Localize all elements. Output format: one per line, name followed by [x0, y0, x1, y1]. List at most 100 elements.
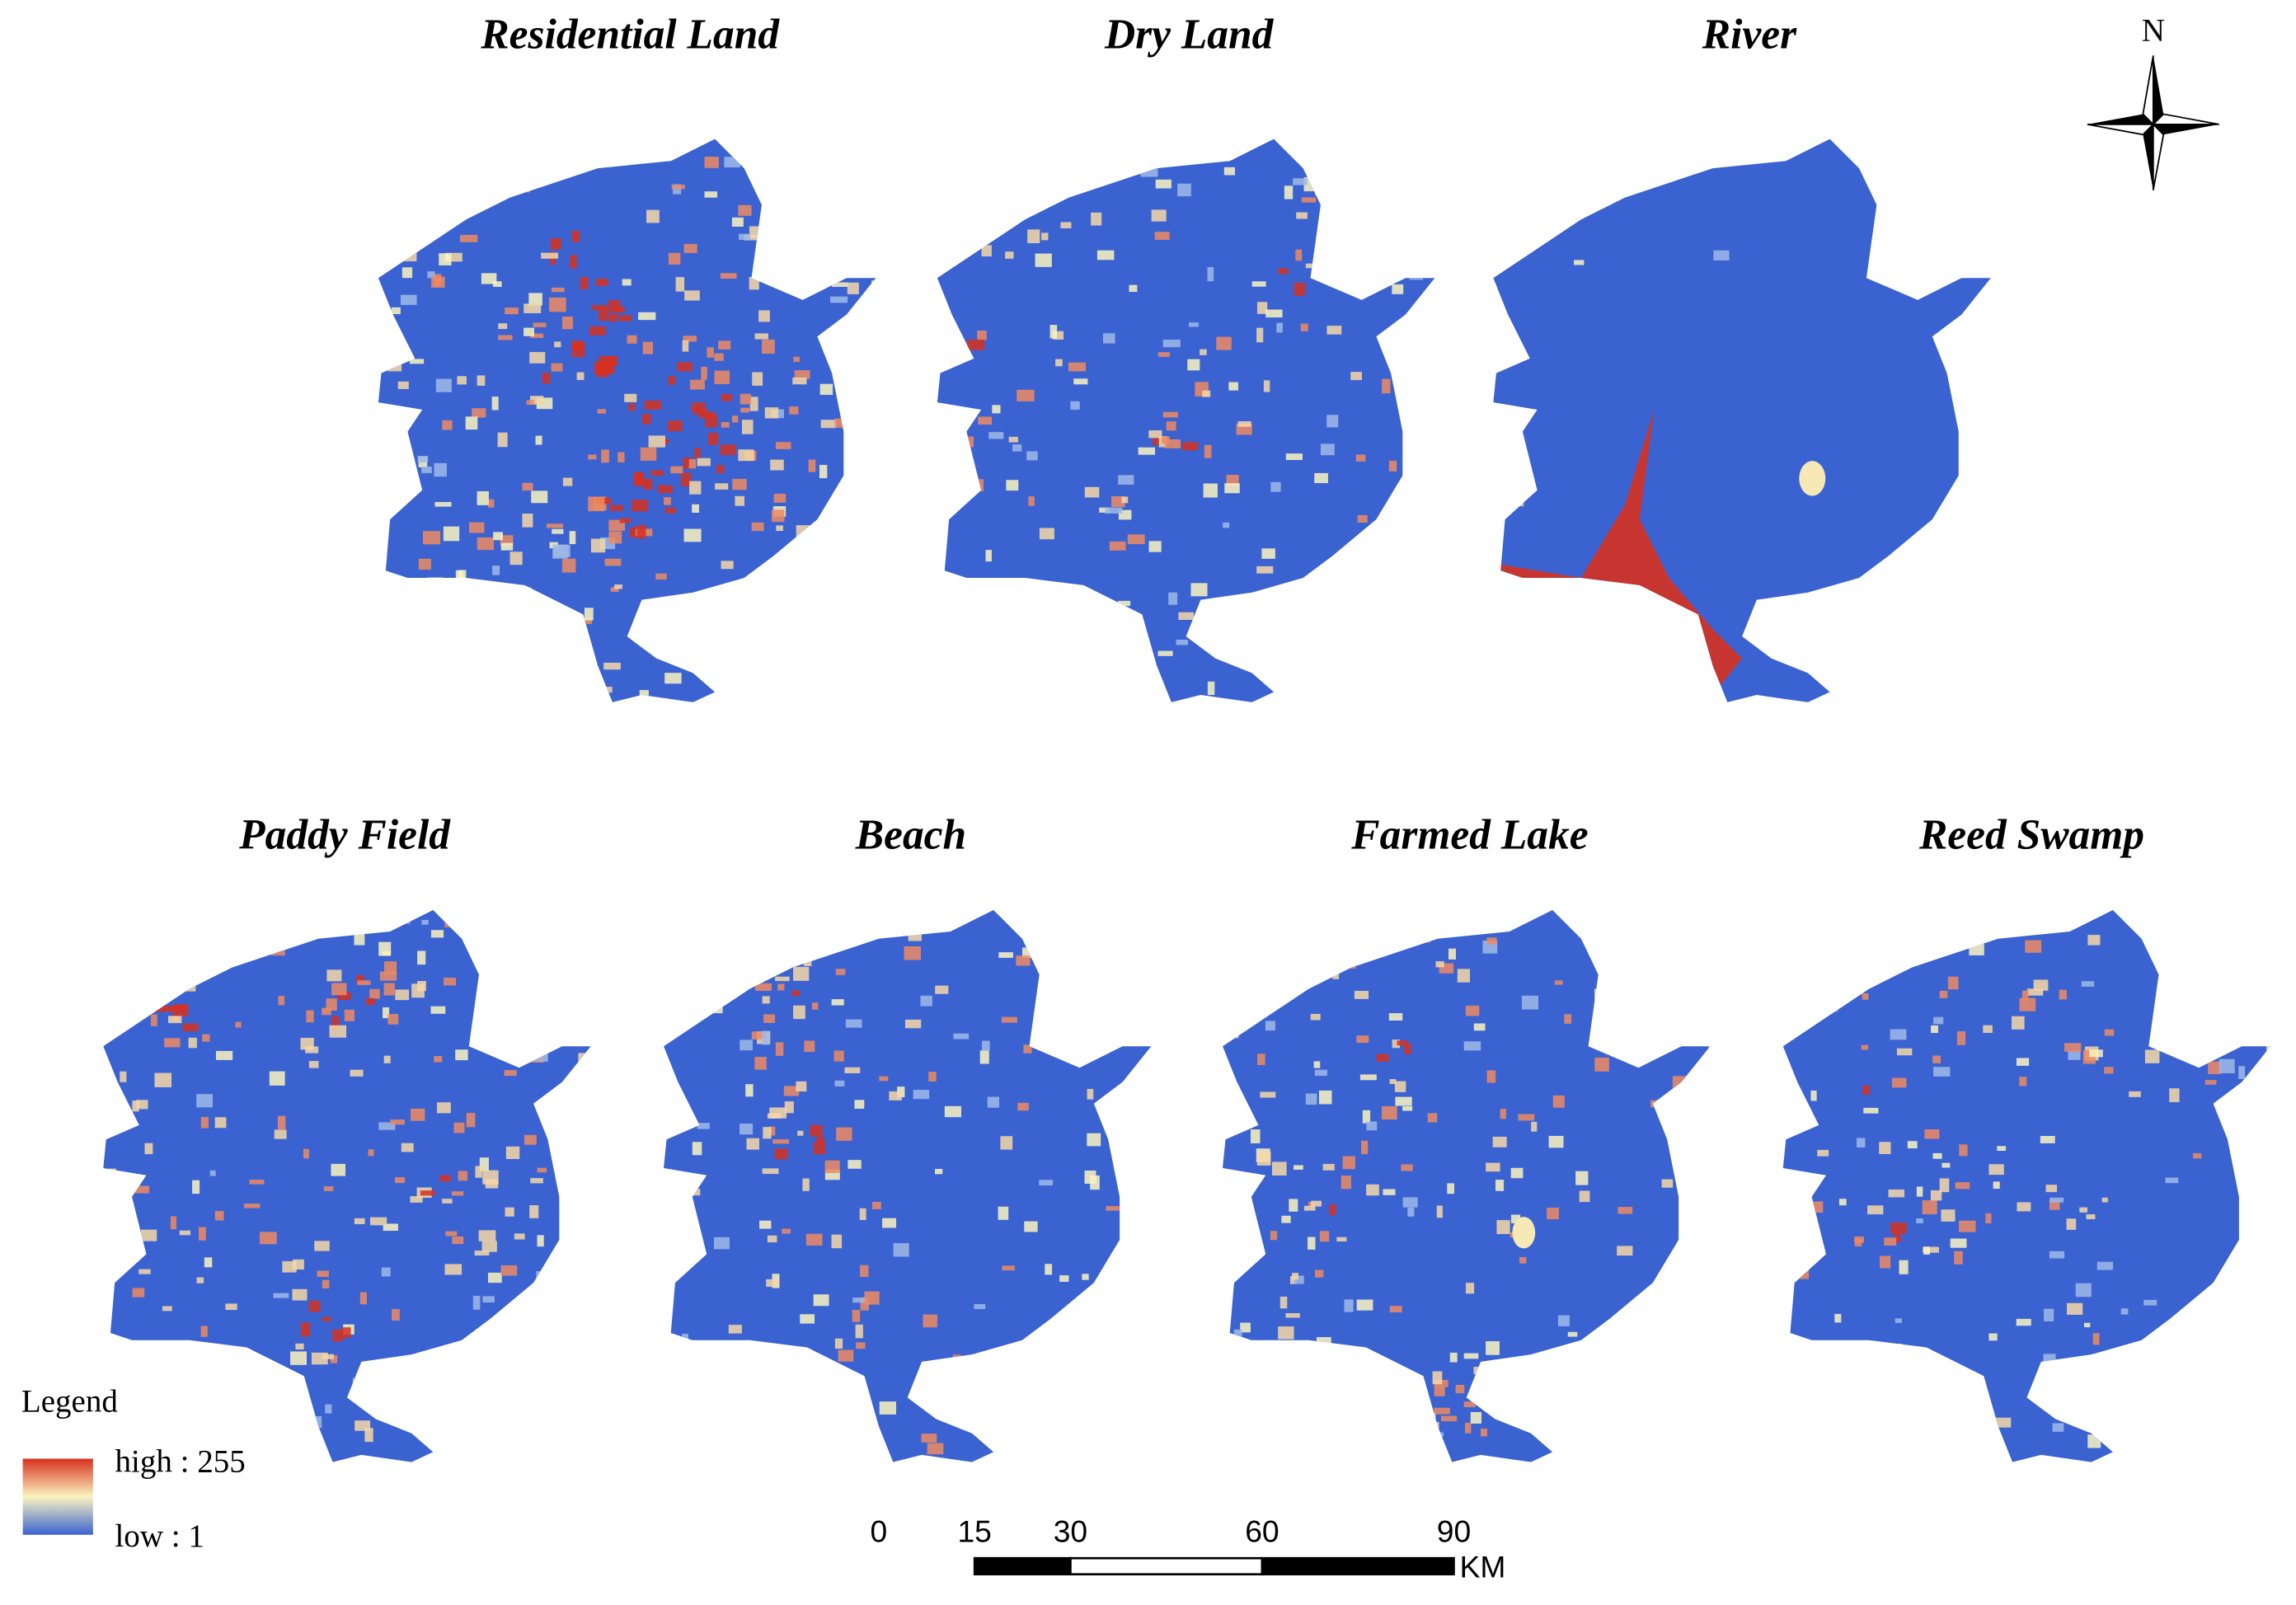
map-cell [754, 333, 768, 340]
map-cell [504, 1070, 517, 1077]
map-cell [2223, 959, 2241, 965]
map-cell [561, 317, 573, 330]
map-cell [1993, 1181, 2000, 1190]
map-cell [987, 1096, 1000, 1108]
map-cell [105, 939, 111, 954]
map-cell [1002, 1016, 1017, 1023]
map-cell [739, 233, 751, 240]
map-cell [859, 1208, 866, 1221]
map-cell [1039, 528, 1054, 540]
map-cell [1817, 974, 1835, 989]
map-cell [1495, 1180, 1505, 1191]
map-cell [701, 367, 707, 380]
map-cell [354, 1218, 365, 1225]
map-cell [820, 420, 837, 429]
map-cell [752, 372, 763, 386]
map-cell [666, 1248, 683, 1260]
map-cell [567, 1076, 582, 1089]
map-cell [1054, 1340, 1071, 1354]
map-cell [1838, 967, 1852, 974]
map-cell [453, 660, 467, 667]
map-cell [555, 1358, 569, 1365]
map-cell [1389, 1306, 1402, 1313]
map-cell [767, 163, 781, 173]
map-cell [1233, 1329, 1242, 1342]
map-cell [855, 422, 864, 429]
map-cell [2120, 1308, 2129, 1315]
map-cell [1862, 993, 1869, 1000]
map-cell [469, 522, 485, 533]
map-cell [1297, 672, 1312, 683]
map-cell [776, 525, 783, 532]
map-cell [2201, 955, 2215, 963]
map-cell [728, 1325, 742, 1334]
map-cell [2059, 989, 2067, 1000]
map-cell [614, 584, 622, 589]
map-cell [2016, 1318, 2031, 1326]
map-cell [271, 946, 285, 956]
map-cell [387, 1013, 399, 1025]
map-cell [1594, 1057, 1609, 1072]
map-cell [2025, 940, 2042, 953]
map-cell [1686, 1384, 1701, 1391]
map-cell [1663, 1362, 1673, 1368]
map-cell [790, 149, 807, 156]
map-panels [103, 138, 2271, 1462]
map-cell [1968, 526, 1982, 536]
map-cell [529, 1422, 544, 1430]
map-cell [457, 376, 467, 385]
map-cell [1143, 1275, 1152, 1286]
map-cell [1826, 1005, 1838, 1012]
map-cell [314, 1241, 330, 1251]
map-cell [505, 307, 519, 315]
map-cell [503, 689, 516, 697]
map-cell [472, 1295, 481, 1310]
map-cell [713, 1237, 730, 1250]
lake [1512, 1217, 1536, 1249]
map-cell [144, 1143, 153, 1155]
map-cell [2045, 1185, 2058, 1193]
map-cell [762, 1030, 770, 1045]
map-cell [503, 1314, 510, 1327]
map-base [1493, 138, 1991, 702]
map-cell [1632, 1000, 1643, 1010]
map-cell [1162, 411, 1178, 418]
map-cell [858, 354, 872, 360]
map-base [937, 138, 1435, 702]
map-cell [837, 150, 850, 162]
map-cell [538, 976, 547, 981]
map-cell [546, 523, 564, 528]
map-cell [664, 617, 675, 630]
map-cell [740, 393, 752, 405]
map-cell [1099, 507, 1110, 513]
map-cell [445, 1231, 458, 1237]
map-cell [295, 1343, 304, 1350]
map-cell [1796, 1265, 1810, 1279]
map-cell [974, 1303, 986, 1310]
map-cell [819, 464, 828, 479]
map-cell [1333, 653, 1348, 659]
map-cell [664, 507, 676, 514]
map-cell [559, 1232, 567, 1239]
map-cell [1109, 1293, 1125, 1308]
map-cell [228, 925, 242, 932]
map-cell [331, 983, 347, 996]
map-cell [538, 1335, 547, 1341]
map-panel [1493, 138, 1991, 702]
map-cell [1023, 1044, 1032, 1054]
map-cell [249, 1179, 265, 1185]
map-cell [505, 1207, 514, 1217]
map-cell [132, 1185, 150, 1194]
map-cell [824, 692, 833, 699]
map-cell [826, 254, 843, 261]
map-cell [784, 1406, 797, 1419]
map-cell [397, 381, 409, 389]
map-cell [1048, 647, 1063, 659]
map-cell [1402, 1105, 1413, 1111]
map-cell [409, 359, 425, 364]
map-cell [1281, 1215, 1291, 1223]
map-cell [664, 673, 682, 684]
map-cell [1887, 1343, 1903, 1352]
map-cell [200, 1326, 208, 1337]
